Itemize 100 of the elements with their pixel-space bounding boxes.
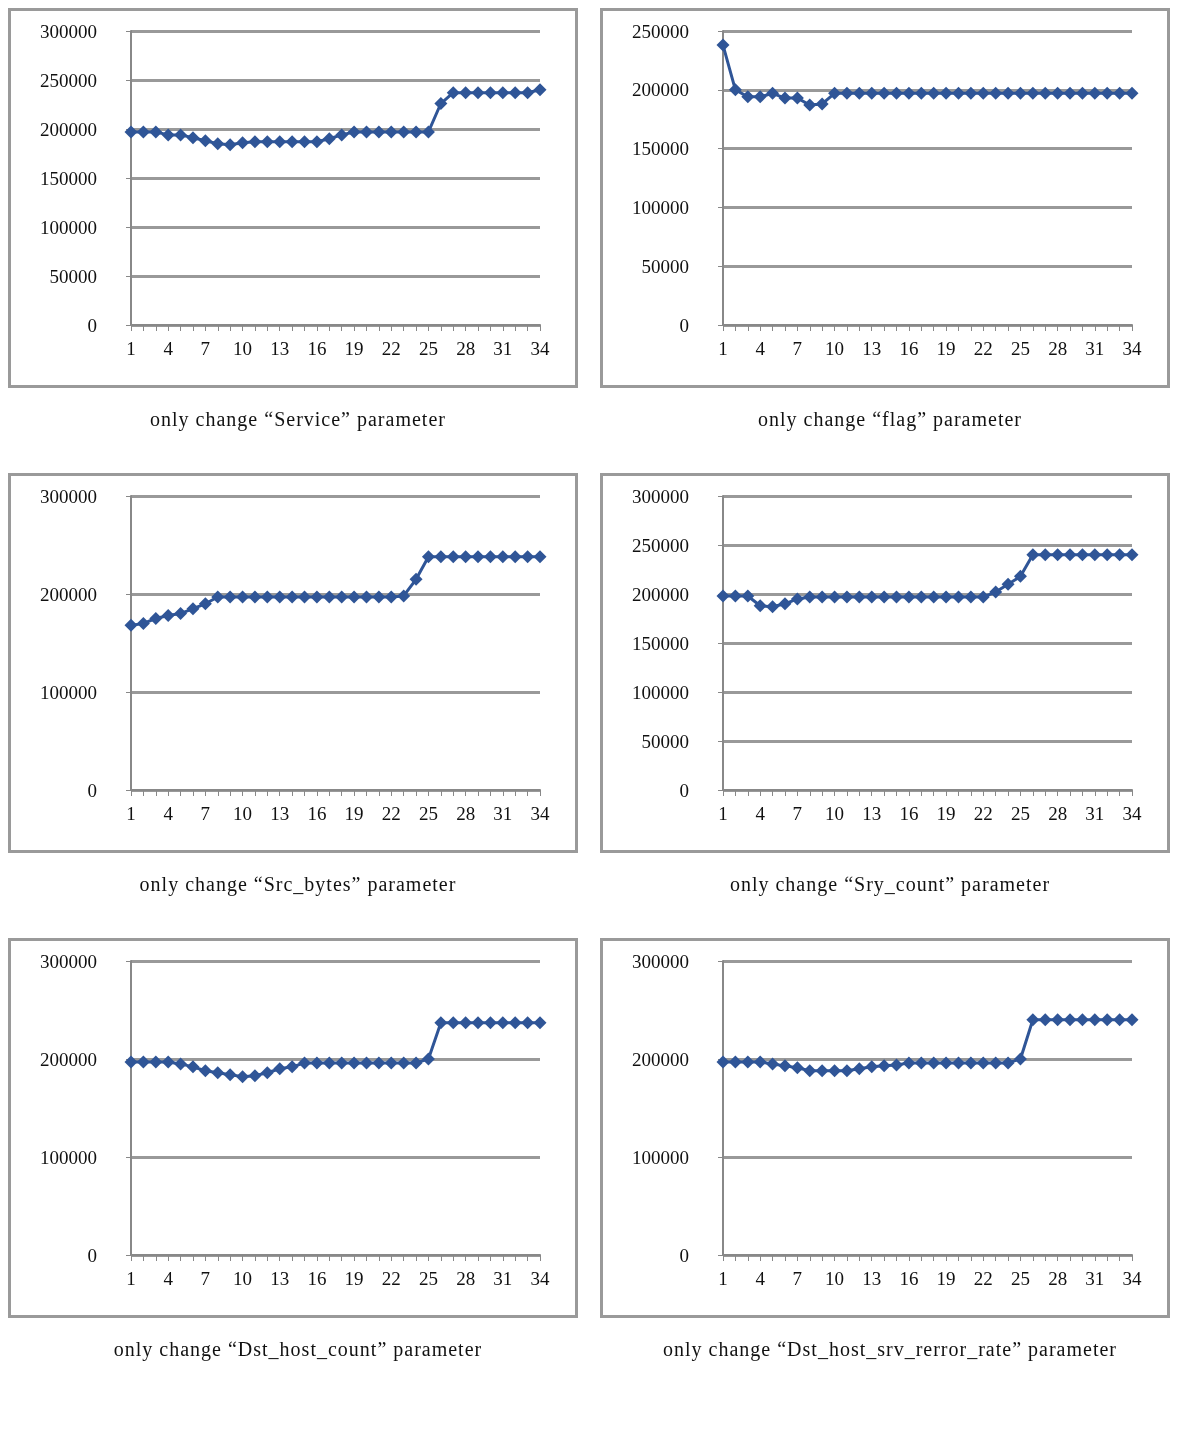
point — [236, 1070, 250, 1084]
x-tick-label: 31 — [493, 1268, 513, 1289]
y-tick-label: 300000 — [40, 485, 97, 507]
x-tick-label: 10 — [825, 803, 845, 824]
point — [409, 572, 423, 586]
point — [1013, 569, 1027, 583]
point — [211, 1066, 225, 1080]
point — [852, 590, 866, 604]
point — [124, 1055, 138, 1069]
point — [459, 1016, 473, 1030]
x-tick-label: 28 — [456, 1268, 476, 1289]
point — [1088, 86, 1102, 100]
point — [533, 1016, 547, 1030]
x-tick-label: 34 — [1122, 803, 1142, 824]
x-tick-label: 25 — [1010, 803, 1030, 824]
text: only change “Src_bytes” parameter — [138, 872, 458, 898]
point — [890, 86, 904, 100]
point — [852, 86, 866, 100]
point — [877, 590, 891, 604]
point — [964, 86, 978, 100]
point — [890, 1058, 904, 1072]
point — [310, 135, 324, 149]
point — [397, 589, 411, 603]
x-tick-label: 1 — [126, 1268, 136, 1289]
y-tick-label: 150000 — [40, 167, 97, 189]
x-tick-label: 19 — [936, 803, 956, 824]
point — [446, 86, 460, 100]
point — [211, 137, 225, 151]
point — [298, 1056, 312, 1070]
x-tick-label: 34 — [1122, 1268, 1142, 1289]
y-tick-label: 50000 — [641, 730, 689, 752]
point — [976, 86, 990, 100]
x-tick-label: 13 — [862, 1268, 882, 1289]
y-tick-label: 200000 — [40, 118, 97, 140]
point — [989, 585, 1003, 599]
point — [409, 1056, 423, 1070]
x-tick-label: 10 — [233, 1268, 253, 1289]
point — [828, 1064, 842, 1078]
point — [914, 590, 928, 604]
x-tick-label: 13 — [270, 338, 290, 359]
y-tick-label: 250000 — [632, 20, 689, 42]
point — [434, 97, 448, 111]
point — [1113, 548, 1127, 562]
point — [459, 86, 473, 100]
y-tick-label: 100000 — [632, 681, 689, 703]
x-tick-label: 19 — [344, 1268, 364, 1289]
point — [741, 589, 755, 603]
x-tick-label: 16 — [899, 803, 919, 824]
point — [248, 135, 262, 149]
x-tick-label: 4 — [163, 1268, 174, 1289]
point — [939, 1056, 953, 1070]
point — [1001, 86, 1015, 100]
point — [521, 1016, 535, 1030]
point — [976, 1056, 990, 1070]
point — [248, 1069, 262, 1083]
point — [198, 1064, 212, 1078]
point — [1001, 1056, 1015, 1070]
x-tick-label: 28 — [1048, 803, 1068, 824]
point — [496, 86, 510, 100]
x-tick-label: 25 — [1010, 1268, 1030, 1289]
point — [914, 1056, 928, 1070]
point — [161, 1055, 175, 1069]
point — [459, 550, 473, 564]
point — [273, 1062, 287, 1076]
x-tick-label: 1 — [718, 1268, 728, 1289]
point — [285, 1060, 299, 1074]
point — [483, 86, 497, 100]
point — [803, 1064, 817, 1078]
point — [1125, 548, 1139, 562]
point — [347, 590, 361, 604]
point — [989, 86, 1003, 100]
point — [1113, 86, 1127, 100]
point — [766, 1057, 780, 1071]
point — [161, 128, 175, 142]
point — [260, 590, 274, 604]
x-tick-label: 16 — [899, 1268, 919, 1289]
x-tick-label: 28 — [1048, 1268, 1068, 1289]
x-tick-label: 10 — [233, 803, 253, 824]
point — [347, 1056, 361, 1070]
point — [421, 1052, 435, 1066]
point — [1100, 548, 1114, 562]
y-tick-label: 150000 — [632, 138, 689, 160]
x-tick-label: 16 — [307, 338, 327, 359]
x-tick-label: 25 — [418, 803, 438, 824]
point — [890, 590, 904, 604]
x-tick-label: 34 — [1122, 338, 1142, 359]
point — [198, 134, 212, 148]
x-tick-label: 34 — [530, 1268, 550, 1289]
x-tick-label: 22 — [973, 1268, 993, 1289]
point — [951, 1056, 965, 1070]
x-tick-label: 7 — [792, 338, 803, 359]
point — [335, 1056, 349, 1070]
x-tick-label: 13 — [862, 338, 882, 359]
x-tick-label: 25 — [418, 1268, 438, 1289]
point — [285, 135, 299, 149]
x-tick-label: 16 — [307, 803, 327, 824]
y-tick-label: 200000 — [40, 1048, 97, 1070]
point — [310, 1056, 324, 1070]
point — [421, 125, 435, 139]
point — [1063, 1013, 1077, 1027]
